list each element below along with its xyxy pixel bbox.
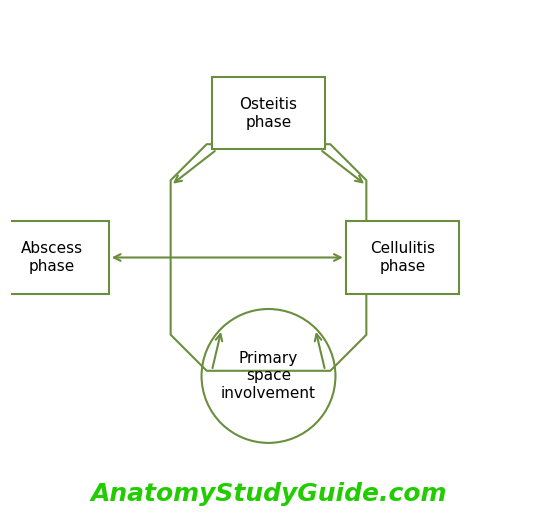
Text: Primary
space
involvement: Primary space involvement [221, 351, 316, 401]
Text: AnatomyStudyGuide.com: AnatomyStudyGuide.com [90, 483, 447, 506]
FancyBboxPatch shape [346, 221, 459, 294]
FancyBboxPatch shape [212, 77, 325, 149]
Text: Osteitis
phase: Osteitis phase [240, 97, 297, 129]
Text: Cellulitis
phase: Cellulitis phase [370, 242, 435, 273]
FancyBboxPatch shape [0, 221, 109, 294]
Text: Abscess
phase: Abscess phase [21, 242, 83, 273]
